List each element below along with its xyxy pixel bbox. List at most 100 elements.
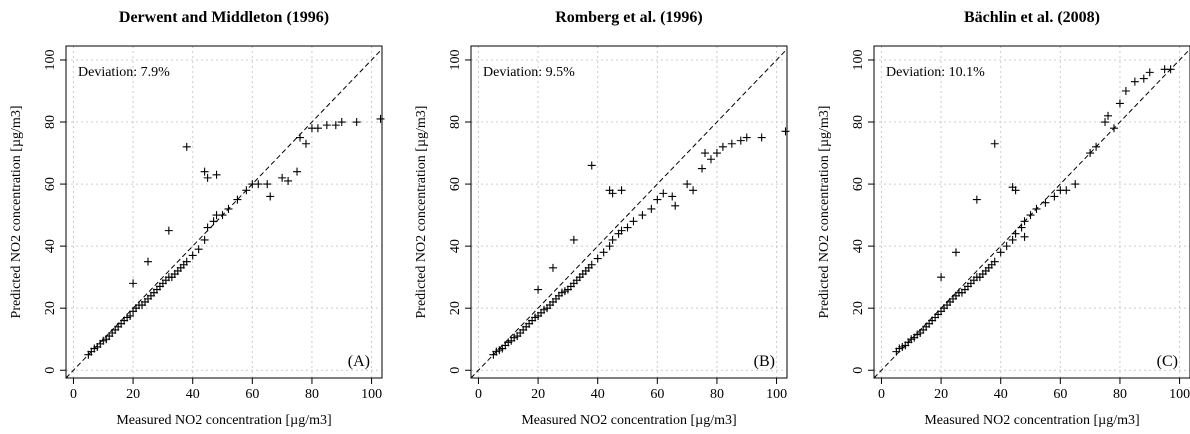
y-tick-label: 40	[851, 239, 866, 253]
point	[548, 263, 557, 272]
point	[718, 142, 727, 151]
point	[587, 260, 596, 269]
point	[209, 217, 218, 226]
y-tick-label: 60	[448, 177, 463, 191]
point	[701, 149, 710, 158]
point	[1109, 124, 1118, 133]
y-tick-label: 0	[43, 367, 58, 374]
x-axis-label: Measured NO2 concentration [µg/m3]	[116, 413, 331, 428]
point	[937, 273, 946, 282]
point	[972, 195, 981, 204]
point	[638, 211, 647, 220]
y-tick-label: 80	[851, 115, 866, 129]
point	[742, 133, 751, 142]
plot-frame	[470, 45, 788, 379]
point	[617, 186, 626, 195]
point	[293, 167, 302, 176]
point	[1145, 68, 1154, 77]
identity-line	[873, 48, 1190, 379]
x-tick-label: 20	[934, 387, 948, 402]
point	[534, 285, 543, 294]
x-axis-label: Measured NO2 concentration [µg/m3]	[521, 413, 736, 428]
point	[200, 235, 209, 244]
x-tick-label: 0	[878, 387, 885, 402]
x-tick-label: 80	[1113, 387, 1127, 402]
point	[301, 139, 310, 148]
point	[671, 201, 680, 210]
point	[313, 124, 322, 133]
point	[218, 211, 227, 220]
point	[706, 155, 715, 164]
point	[164, 226, 173, 235]
y-tick-label: 0	[448, 367, 463, 374]
point	[1166, 65, 1175, 74]
y-tick-label: 40	[448, 239, 463, 253]
y-tick-label: 60	[43, 177, 58, 191]
point	[569, 235, 578, 244]
point	[278, 173, 287, 182]
point	[593, 254, 602, 263]
y-tick-label: 20	[43, 301, 58, 315]
annotation: Deviation: 7.9%	[78, 65, 170, 80]
annotation: (C)	[1157, 353, 1178, 370]
x-tick-label: 40	[994, 387, 1008, 402]
x-tick-label: 80	[305, 387, 319, 402]
point	[224, 204, 233, 213]
point	[996, 248, 1005, 257]
point	[203, 173, 212, 182]
x-tick-label: 20	[531, 387, 545, 402]
point	[182, 142, 191, 151]
chart-title: Derwent and Middleton (1996)	[119, 9, 329, 26]
point	[296, 133, 305, 142]
point	[1041, 198, 1050, 207]
y-tick-label: 40	[43, 239, 58, 253]
point	[203, 223, 212, 232]
point	[1130, 77, 1139, 86]
point	[337, 118, 346, 127]
point	[352, 118, 361, 127]
point	[194, 245, 203, 254]
x-tick-label: 100	[361, 387, 382, 402]
point	[1121, 86, 1130, 95]
point	[376, 114, 385, 123]
point	[757, 133, 766, 142]
identity-line	[470, 48, 788, 379]
point	[608, 235, 617, 244]
point	[1011, 229, 1020, 238]
x-tick-label: 60	[1053, 387, 1067, 402]
point	[1092, 142, 1101, 151]
y-tick-label: 20	[448, 301, 463, 315]
identity-line	[65, 48, 383, 379]
y-tick-label: 100	[43, 49, 58, 70]
chart-title: Bächlin et al. (2008)	[964, 9, 1100, 26]
point	[1011, 186, 1020, 195]
y-tick-label: 100	[851, 49, 866, 70]
point	[1115, 99, 1124, 108]
point	[1017, 223, 1026, 232]
point	[623, 223, 632, 232]
point	[212, 170, 221, 179]
x-tick-label: 40	[186, 387, 200, 402]
point	[698, 164, 707, 173]
point	[129, 279, 138, 288]
x-tick-label: 40	[591, 387, 605, 402]
x-axis-label: Measured NO2 concentration [µg/m3]	[924, 413, 1139, 428]
x-tick-label: 60	[650, 387, 664, 402]
point	[188, 251, 197, 260]
point	[599, 248, 608, 257]
y-axis-label: Predicted NO2 concentration [µg/m3]	[817, 106, 832, 319]
point	[689, 186, 698, 195]
point	[608, 189, 617, 198]
point	[182, 257, 191, 266]
x-tick-label: 20	[126, 387, 140, 402]
y-tick-label: 0	[851, 367, 866, 374]
chart-title: Romberg et al. (1996)	[555, 9, 703, 26]
point	[1020, 217, 1029, 226]
x-tick-label: 0	[70, 387, 77, 402]
point	[284, 176, 293, 185]
point	[727, 139, 736, 148]
y-tick-label: 100	[448, 49, 463, 70]
y-axis-label: Predicted NO2 concentration [µg/m3]	[9, 106, 24, 319]
x-tick-label: 100	[1169, 387, 1190, 402]
